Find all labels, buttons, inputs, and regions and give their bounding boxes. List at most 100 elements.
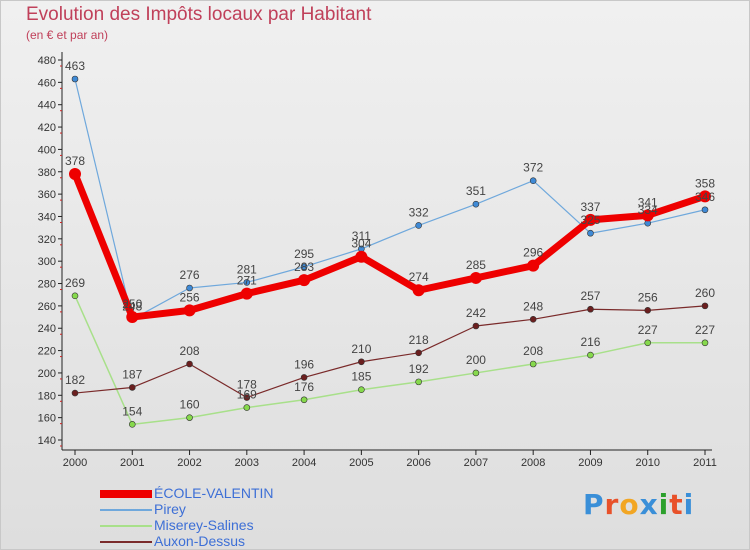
- data-label: 248: [523, 299, 543, 313]
- data-label: 256: [638, 290, 658, 304]
- series-miserey-salines: [71, 292, 709, 428]
- data-label: 227: [695, 323, 715, 337]
- data-label: 192: [409, 362, 429, 376]
- data-label: 332: [409, 205, 429, 219]
- chart-subtitle: (en € et par an): [26, 28, 109, 42]
- data-point: [584, 213, 597, 226]
- x-tick-label: 2002: [177, 457, 201, 469]
- data-label: 325: [580, 213, 600, 227]
- legend-swatch: [100, 509, 152, 511]
- data-point: [701, 206, 709, 214]
- data-point: [69, 168, 81, 180]
- data-point: [186, 284, 193, 292]
- data-point: [186, 414, 193, 421]
- data-point: [472, 322, 480, 330]
- data-point: [415, 349, 422, 357]
- data-label: 182: [65, 373, 85, 387]
- y-tick-label: 380: [38, 167, 56, 179]
- data-label: 242: [466, 306, 486, 320]
- data-label: 256: [180, 290, 200, 304]
- x-tick-label: 2011: [693, 457, 717, 469]
- y-tick-label: 220: [38, 346, 56, 358]
- data-point: [358, 386, 365, 394]
- x-tick-label: 2000: [63, 457, 87, 469]
- x-tick-label: 2001: [120, 457, 144, 469]
- logo-letter: o: [619, 488, 640, 521]
- data-label: 304: [351, 237, 371, 251]
- data-point: [71, 292, 79, 300]
- data-label: 269: [65, 276, 85, 290]
- y-tick-label: 480: [38, 55, 56, 67]
- data-point: [300, 396, 308, 404]
- data-label: 296: [523, 246, 543, 260]
- data-label: 276: [180, 268, 200, 282]
- data-label: 346: [695, 190, 715, 204]
- data-label: 218: [409, 333, 429, 347]
- logo-letter: P: [583, 488, 605, 521]
- data-point: [298, 274, 311, 287]
- axes: 140 160 180 200 220 240 260 280 300 320 340 360 380 4…: [38, 52, 717, 469]
- data-labels: 378 250 256 271 283 304 274 285 296 337 341 358 463 2…: [65, 59, 715, 418]
- y-tick-label: 200: [38, 368, 56, 380]
- data-label: 248: [122, 299, 142, 313]
- data-label: 227: [638, 323, 658, 337]
- data-point: [240, 287, 253, 300]
- data-label: 274: [409, 270, 429, 284]
- legend-label: Auxon-Dessus: [154, 533, 246, 549]
- data-label: 295: [294, 247, 314, 261]
- data-point: [128, 384, 136, 391]
- data-label: 185: [351, 370, 371, 384]
- series-pirey: [71, 75, 709, 323]
- data-label: 208: [523, 344, 543, 358]
- data-label: 372: [523, 161, 543, 175]
- y-tick-label: 240: [38, 323, 56, 335]
- logo-letter: t: [669, 488, 684, 521]
- data-point: [699, 190, 711, 203]
- data-label: 178: [237, 378, 257, 392]
- data-label: 271: [237, 274, 257, 288]
- data-label: 260: [695, 286, 715, 300]
- legend-swatch: [100, 541, 152, 543]
- y-tick-label: 360: [38, 189, 56, 201]
- legend-swatch: [100, 490, 152, 498]
- data-point: [644, 307, 652, 314]
- y-tick-label: 320: [38, 234, 56, 246]
- data-point: [300, 263, 308, 271]
- data-point: [243, 394, 251, 401]
- logo-letter: r: [604, 488, 620, 521]
- y-tick-label: 160: [38, 413, 56, 425]
- data-label: 187: [122, 367, 142, 381]
- chart-title: Evolution des Impôts locaux par Habitant: [26, 4, 372, 25]
- y-tick-label: 280: [38, 279, 56, 291]
- data-label: 358: [695, 176, 715, 190]
- data-label: 463: [65, 59, 85, 73]
- data-point: [243, 404, 251, 411]
- proxiti-logo: Proxiti: [583, 488, 694, 521]
- data-label: 200: [466, 353, 486, 367]
- y-tick-label: 140: [38, 435, 56, 447]
- data-point: [128, 421, 136, 428]
- data-point: [355, 250, 368, 263]
- y-tick-label: 460: [38, 77, 56, 89]
- legend-label: Miserey-Salines: [154, 517, 254, 533]
- y-tick-label: 440: [38, 100, 56, 112]
- x-tick-label: 2005: [349, 457, 373, 469]
- data-label: 285: [466, 258, 486, 272]
- legend-swatch: [100, 525, 152, 527]
- data-point: [186, 360, 193, 368]
- series-auxon-dessus: [71, 302, 709, 401]
- x-tick-label: 2008: [521, 457, 545, 469]
- data-label: 210: [351, 342, 371, 356]
- data-label: 341: [638, 195, 658, 209]
- series-line: [71, 172, 707, 321]
- y-tick-label: 400: [38, 144, 56, 156]
- data-label: 283: [294, 260, 314, 274]
- x-tick-label: 2003: [235, 457, 259, 469]
- series-line: [74, 78, 706, 320]
- data-point: [358, 358, 365, 366]
- logo-letter: i: [683, 488, 695, 521]
- data-point: [243, 279, 251, 286]
- data-point: [71, 389, 79, 397]
